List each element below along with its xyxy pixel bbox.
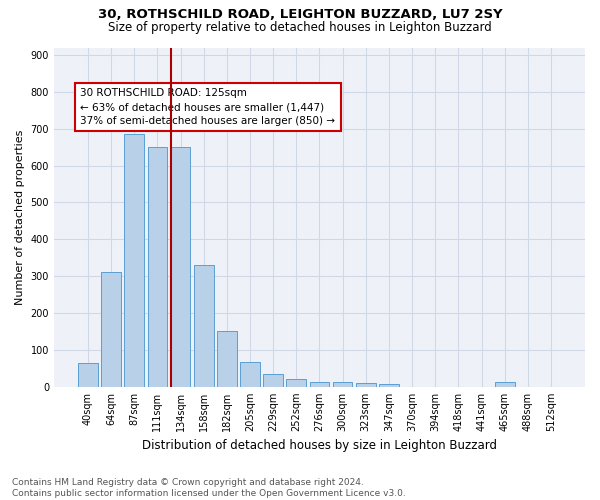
- Bar: [286, 378, 306, 387]
- Bar: [240, 362, 260, 387]
- Bar: [333, 382, 352, 387]
- Y-axis label: Number of detached properties: Number of detached properties: [15, 130, 25, 305]
- Text: 30, ROTHSCHILD ROAD, LEIGHTON BUZZARD, LU7 2SY: 30, ROTHSCHILD ROAD, LEIGHTON BUZZARD, L…: [98, 8, 502, 20]
- Bar: [217, 332, 236, 387]
- Bar: [495, 382, 515, 387]
- Bar: [263, 374, 283, 387]
- Bar: [78, 363, 98, 387]
- X-axis label: Distribution of detached houses by size in Leighton Buzzard: Distribution of detached houses by size …: [142, 440, 497, 452]
- Bar: [101, 272, 121, 387]
- Bar: [148, 147, 167, 387]
- Text: Size of property relative to detached houses in Leighton Buzzard: Size of property relative to detached ho…: [108, 21, 492, 34]
- Text: Contains HM Land Registry data © Crown copyright and database right 2024.
Contai: Contains HM Land Registry data © Crown c…: [12, 478, 406, 498]
- Bar: [379, 384, 399, 387]
- Bar: [124, 134, 144, 387]
- Text: 30 ROTHSCHILD ROAD: 125sqm
← 63% of detached houses are smaller (1,447)
37% of s: 30 ROTHSCHILD ROAD: 125sqm ← 63% of deta…: [80, 88, 335, 126]
- Bar: [356, 383, 376, 387]
- Bar: [194, 265, 214, 387]
- Bar: [310, 382, 329, 387]
- Bar: [170, 147, 190, 387]
